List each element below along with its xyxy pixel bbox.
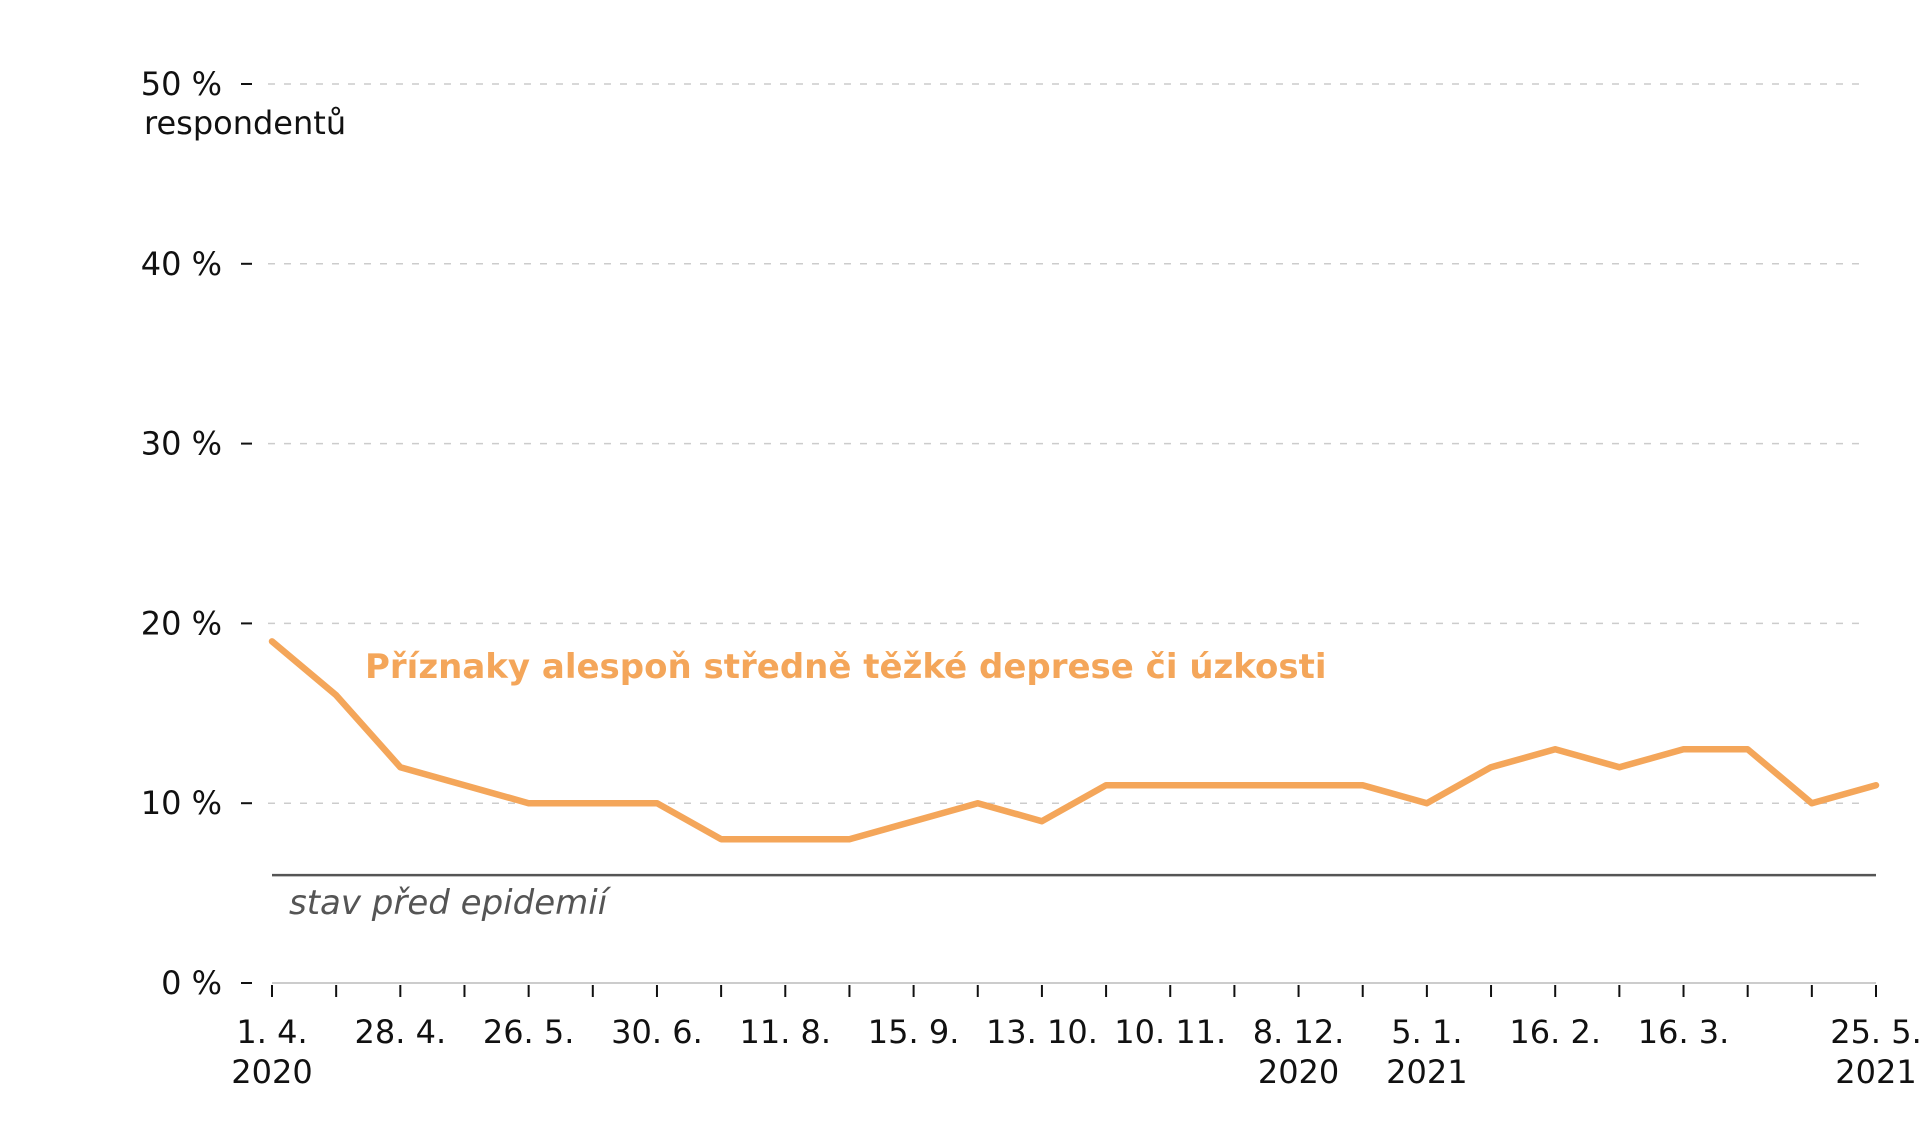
y-tick-label: 20 % (141, 604, 222, 642)
baseline-label: stav před epidemií (289, 883, 612, 923)
x-tick-label: 1. 4. (236, 1013, 307, 1051)
gridlines (268, 83, 1866, 804)
x-tick-label: 2020 (1258, 1053, 1339, 1091)
x-tick-label: 26. 5. (483, 1013, 575, 1051)
x-tick-label: 2021 (1386, 1053, 1467, 1091)
series-line (268, 638, 1880, 843)
y-tick-label: 0 % (161, 964, 222, 1002)
x-tick-label: 10. 11. (1114, 1013, 1226, 1051)
x-tick-label: 2021 (1835, 1053, 1916, 1091)
y-tick-label: 10 % (141, 784, 222, 822)
x-tick-label: 8. 12. (1253, 1013, 1345, 1051)
x-tick-label: 11. 8. (739, 1013, 831, 1051)
x-tick-label: 5. 1. (1391, 1013, 1462, 1051)
x-tick-label: 15. 9. (868, 1013, 960, 1051)
x-tick-label: 25. 5. (1830, 1013, 1922, 1051)
x-tick-label: 16. 2. (1509, 1013, 1601, 1051)
x-tick-label: 13. 10. (986, 1013, 1098, 1051)
series-label: Příznaky alespoň středně těžké deprese č… (365, 647, 1327, 687)
y-tick-label: 40 % (141, 245, 222, 283)
x-tick-label: 30. 6. (611, 1013, 703, 1051)
y-tick-label: 30 % (141, 425, 222, 463)
y-tick-label: 50 % (141, 65, 222, 103)
x-tick-label: 2020 (231, 1053, 312, 1091)
y-axis: 0 % 10 % 20 % 30 % 40 % 50 % (141, 65, 252, 1002)
x-tick-label: 28. 4. (355, 1013, 447, 1051)
y-unit-label: respondentů (144, 104, 346, 142)
x-tick-label: 16. 3. (1638, 1013, 1730, 1051)
